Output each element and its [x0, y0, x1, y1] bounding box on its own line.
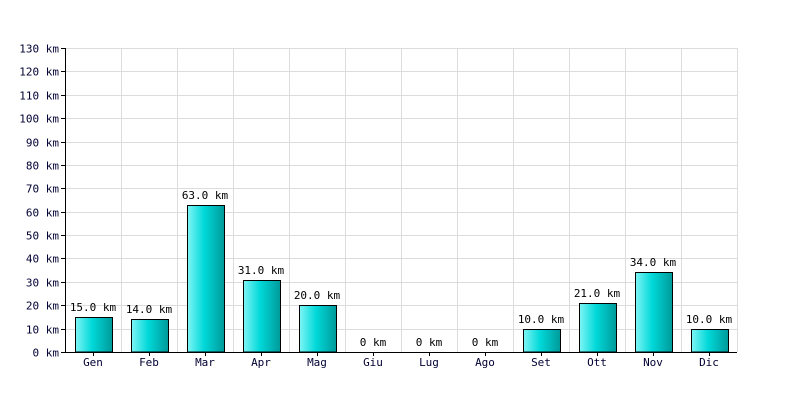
- y-tick-label: 60 km: [26, 207, 59, 220]
- x-tick-label-set: Set: [531, 356, 551, 369]
- labels: 0 km 10 km 20 km 30 km 40 km 50 km 60 km 70 km 8…: [19, 43, 732, 370]
- x-tick-label-dic: Dic: [699, 356, 719, 369]
- x-tick-label-feb: Feb: [139, 356, 159, 369]
- x-tick-label-nov: Nov: [643, 356, 663, 369]
- y-tick-label: 100 km: [19, 113, 59, 126]
- axes: [61, 48, 737, 356]
- bar-nov: [635, 272, 673, 353]
- bar-mag: [299, 305, 337, 353]
- y-tick-label: 10 km: [26, 324, 59, 337]
- x-tick-label-mar: Mar: [195, 356, 215, 369]
- y-tick-label: 130 km: [19, 43, 59, 56]
- data-label-ago: 0 km: [472, 336, 499, 349]
- x-tick-label-gen: Gen: [83, 356, 103, 369]
- bar-gen: [75, 317, 113, 353]
- y-tick-label: 20 km: [26, 300, 59, 313]
- data-label-lug: 0 km: [416, 336, 443, 349]
- x-tick-label-apr: Apr: [251, 356, 271, 369]
- data-label-gen: 15.0 km: [70, 301, 117, 314]
- y-tick-label: 50 km: [26, 230, 59, 243]
- data-label-ott: 21.0 km: [574, 287, 621, 300]
- y-tick-label: 30 km: [26, 277, 59, 290]
- y-tick-label: 80 km: [26, 160, 59, 173]
- data-label-mag: 20.0 km: [294, 289, 341, 302]
- x-tick-label-ago: Ago: [475, 356, 495, 369]
- data-label-feb: 14.0 km: [126, 303, 173, 316]
- y-tick-label: 40 km: [26, 253, 59, 266]
- bar-dic: [691, 329, 729, 353]
- x-tick-label-ott: Ott: [587, 356, 607, 369]
- y-tick-label: 110 km: [19, 90, 59, 103]
- y-tick-label: 120 km: [19, 66, 59, 79]
- y-tick-label: 0 km: [33, 347, 60, 360]
- bar-mar: [187, 205, 225, 353]
- data-label-apr: 31.0 km: [238, 264, 285, 277]
- data-label-giu: 0 km: [360, 336, 387, 349]
- x-tick-label-giu: Giu: [363, 356, 383, 369]
- bar-set: [523, 329, 561, 353]
- y-tick-label: 90 km: [26, 137, 59, 150]
- data-label-mar: 63.0 km: [182, 189, 229, 202]
- x-tick-label-mag: Mag: [307, 356, 327, 369]
- data-label-nov: 34.0 km: [630, 256, 677, 269]
- bar-feb: [131, 319, 169, 353]
- x-tick-label-lug: Lug: [419, 356, 439, 369]
- grid: [65, 48, 738, 353]
- bar-apr: [243, 280, 281, 353]
- bar-ott: [579, 303, 617, 353]
- data-label-set: 10.0 km: [518, 313, 565, 326]
- y-tick-label: 70 km: [26, 183, 59, 196]
- data-label-dic: 10.0 km: [686, 313, 733, 326]
